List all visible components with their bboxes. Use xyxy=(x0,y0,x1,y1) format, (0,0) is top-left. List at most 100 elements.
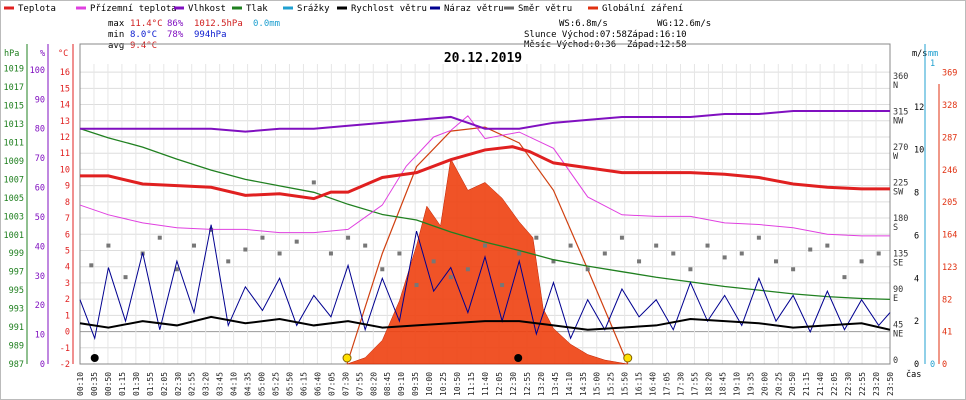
wind-dir-point xyxy=(414,283,419,288)
ground-temp-line xyxy=(79,115,890,237)
x-tick-label: 17:05 xyxy=(663,372,672,396)
axis-tick-temperature: 13 xyxy=(60,117,70,127)
radiation-clear-sky-line xyxy=(346,126,629,365)
x-tick-label: 17:30 xyxy=(677,372,686,396)
wind-dir-point xyxy=(363,243,368,248)
x-tick-label: 04:35 xyxy=(244,372,253,396)
x-tick-label: 10:00 xyxy=(425,372,434,396)
wind-dir-point xyxy=(773,259,778,264)
axes: hPa% °C1019101710151013101110091007100510… xyxy=(4,44,957,370)
x-tick-label: 11:15 xyxy=(467,372,476,396)
x-tick-label: 11:40 xyxy=(481,372,490,396)
legend-label: Náraz větru xyxy=(444,4,504,14)
wind-dir-point xyxy=(654,243,659,248)
wind-dir-point xyxy=(174,267,179,272)
axis-tick-pressure: 1007 xyxy=(4,175,24,185)
axis-tick-wind-dir-label: SW xyxy=(893,187,904,197)
axis-tick-wind-dir-label: NW xyxy=(893,116,904,126)
x-tick-label: 01:15 xyxy=(118,372,127,396)
axis-tick-temperature: 5 xyxy=(65,246,70,256)
wind-dir-point xyxy=(637,259,642,264)
stat-sun: Slunce Východ:07:58 xyxy=(524,30,627,40)
axis-tick-radiation: 287 xyxy=(942,133,957,143)
wind-dir-point xyxy=(106,243,111,248)
legend-label: Tlak xyxy=(246,4,268,14)
axis-tick-radiation: 164 xyxy=(942,231,957,241)
legend-item: Srážky xyxy=(283,4,330,14)
axis-tick-temperature: -1 xyxy=(60,344,70,354)
axis-tick-wind-speed: 2 xyxy=(914,317,919,327)
x-tick-label: 05:25 xyxy=(272,372,281,396)
wind-gust-line xyxy=(79,224,891,341)
x-tick-label: 22:30 xyxy=(844,372,853,396)
x-tick-label: 14:35 xyxy=(579,372,588,396)
wind-dir-point xyxy=(671,251,676,256)
axis-tick-radiation: 0 xyxy=(942,360,947,370)
x-tick-label: 09:35 xyxy=(411,372,420,396)
x-tick-label: 12:30 xyxy=(509,372,518,396)
x-tick-label: 07:55 xyxy=(355,372,364,396)
wind-dir-point xyxy=(842,275,847,280)
axis-tick-temperature: 7 xyxy=(65,214,70,224)
axis-tick-wind-dir-label: NE xyxy=(893,329,903,339)
stat-value: avg xyxy=(108,41,124,51)
axis-unit-wind-speed: m/s xyxy=(912,49,927,59)
axis-tick-humidity: 0 xyxy=(40,360,45,370)
x-tick-label: 23:50 xyxy=(886,372,895,396)
axis-unit-rain: mm xyxy=(928,49,938,59)
x-tick-label: 13:45 xyxy=(551,372,560,396)
wind-dir-point xyxy=(448,275,453,280)
stat-sunset: Západ:16:10 xyxy=(627,30,687,40)
axis-tick-wind-dir-label: W xyxy=(893,152,899,162)
radiation-area xyxy=(346,157,628,365)
x-tick-label: 14:10 xyxy=(565,372,574,396)
legend-label: Rychlost větru xyxy=(351,4,427,14)
axis-tick-wind-dir: 45 xyxy=(893,320,903,330)
chart-date-title: 20.12.2019 xyxy=(444,51,522,66)
wind-dir-point xyxy=(568,243,573,248)
wind-dir-point xyxy=(534,235,539,240)
x-tick-label: 08:20 xyxy=(369,372,378,396)
axis-tick-temperature: 8 xyxy=(65,198,70,208)
legend-label: Srážky xyxy=(297,4,330,14)
wind-dir-point xyxy=(739,251,744,256)
wind-dir-point xyxy=(688,267,693,272)
axis-tick-pressure: 1019 xyxy=(4,65,24,75)
axis-tick-radiation: 41 xyxy=(942,328,952,338)
axis-tick-pressure: 989 xyxy=(9,342,24,352)
axis-tick-humidity: 50 xyxy=(35,213,45,223)
wind-dir-point xyxy=(397,251,402,256)
x-tick-label: 19:10 xyxy=(732,372,741,396)
x-tick-label: 08:45 xyxy=(383,372,392,396)
wind-dir-point xyxy=(157,235,162,240)
wind-dir-point xyxy=(808,247,813,252)
axis-tick-wind-speed: 12 xyxy=(914,103,924,113)
x-tick-label: 18:45 xyxy=(718,372,727,396)
axis-tick-pressure: 987 xyxy=(9,360,24,370)
axis-tick-humidity: 100 xyxy=(30,66,45,76)
axis-tick-temperature: 1 xyxy=(65,311,70,321)
moonrise-marker xyxy=(90,354,99,362)
axis-tick-wind-speed: 4 xyxy=(914,274,919,284)
x-tick-label: 15:25 xyxy=(607,372,616,396)
stat-moon: Měsíc Východ:0:36 xyxy=(524,40,616,50)
wind-dir-point xyxy=(705,243,710,248)
x-tick-label: 09:10 xyxy=(397,372,406,396)
axis-tick-temperature: 6 xyxy=(65,230,70,240)
stats-block: max 11.4°C 86% 1012.5hPa 0.0mm min 8.0°C 78% 994… xyxy=(108,19,711,51)
axis-tick-pressure: 1001 xyxy=(4,231,24,241)
axis-tick-pressure: 995 xyxy=(9,286,24,296)
axis-tick-wind-dir-label: S xyxy=(893,223,898,233)
x-tick-label: 04:10 xyxy=(230,372,239,396)
axis-tick-wind-dir: 180 xyxy=(893,214,908,224)
axis-tick-pressure: 997 xyxy=(9,268,24,278)
axis-tick-temperature: 9 xyxy=(65,182,70,192)
axis-tick-temperature: 10 xyxy=(60,165,70,175)
wind-dir-point xyxy=(380,267,385,272)
wind-dir-point xyxy=(791,267,796,272)
stat-value: max xyxy=(108,19,125,29)
wind-dir-point xyxy=(825,243,830,248)
axis-tick-wind-dir: 135 xyxy=(893,249,908,259)
x-tick-label: 01:30 xyxy=(132,372,141,396)
stat-value: 78% xyxy=(167,30,184,40)
